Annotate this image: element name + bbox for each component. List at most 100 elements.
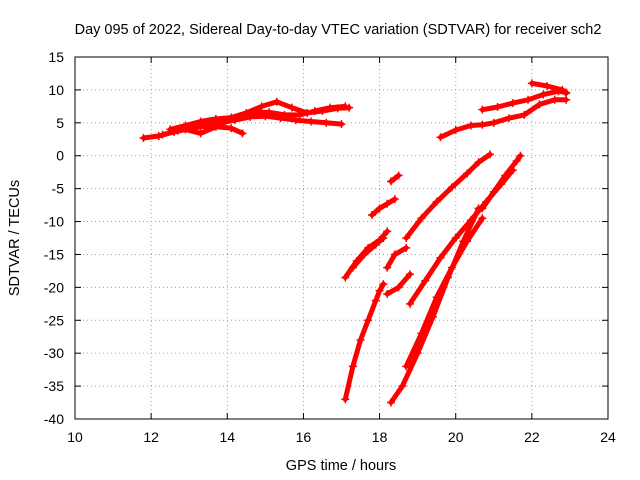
data-point-marker [173, 126, 182, 135]
data-point-marker [402, 362, 411, 371]
data-point-marker [390, 250, 399, 259]
data-point-marker [394, 171, 403, 180]
data-point-marker [272, 97, 281, 106]
data-point-marker [288, 103, 297, 112]
data-point-marker [451, 126, 460, 135]
data-point-marker [326, 103, 335, 112]
data-point-marker [432, 197, 441, 206]
data-point-marker [375, 286, 384, 295]
x-tick-label: 12 [143, 429, 159, 445]
data-point-marker [398, 382, 407, 391]
series-arc-15 [341, 280, 388, 404]
data-point-marker [406, 299, 415, 308]
data-point-marker [489, 118, 498, 127]
data-point-marker [436, 133, 445, 142]
series-arc-11 [348, 234, 388, 272]
data-point-marker [390, 195, 399, 204]
data-point-marker [463, 237, 472, 246]
data-point-marker [524, 95, 533, 104]
data-point-marker [367, 210, 376, 219]
data-point-marker [234, 113, 243, 122]
data-point-marker [348, 263, 357, 272]
data-point-marker [379, 234, 388, 242]
data-point-marker [497, 180, 506, 189]
data-point-marker [520, 110, 529, 119]
data-point-marker [466, 216, 475, 225]
data-point-marker [356, 336, 365, 345]
series-arc-8 [367, 195, 399, 219]
series-arc-17 [402, 214, 487, 371]
data-point-marker [371, 240, 380, 249]
series-arc-19 [406, 166, 517, 308]
data-point-marker [383, 263, 392, 272]
series-trace [350, 235, 386, 271]
x-tick-label: 20 [448, 429, 464, 445]
series-arc-13 [383, 270, 415, 298]
y-tick-label: -35 [44, 378, 64, 394]
x-tick-label: 10 [67, 429, 83, 445]
data-point-marker [417, 214, 426, 223]
series-arc-7 [527, 79, 571, 98]
data-point-marker [508, 99, 517, 108]
data-point-marker [493, 103, 502, 112]
data-point-marker [451, 234, 460, 242]
data-point-marker [196, 117, 205, 126]
data-point-marker [227, 124, 236, 133]
data-point-marker [485, 150, 494, 159]
y-tick-label: -5 [52, 181, 65, 197]
data-point-marker [406, 270, 415, 279]
y-tick-label: -40 [44, 411, 64, 427]
data-point-marker [383, 289, 392, 298]
series-arc-14 [402, 150, 494, 242]
data-point-marker [436, 253, 445, 262]
axis-ticks [74, 56, 609, 420]
data-point-marker [432, 293, 441, 302]
data-point-marker [322, 118, 331, 127]
data-point-marker [196, 129, 205, 138]
series-trace [403, 215, 485, 369]
y-tick-label: -20 [44, 279, 64, 295]
data-point-marker [466, 121, 475, 130]
data-point-marker [265, 108, 274, 117]
series-arc-9 [386, 171, 403, 186]
data-point-marker [383, 227, 392, 236]
data-point-marker [295, 110, 304, 119]
data-point-marker [402, 234, 411, 242]
x-tick-label: 24 [600, 429, 616, 445]
y-tick-label: -30 [44, 345, 64, 361]
y-tick-label: -25 [44, 312, 64, 328]
data-point-marker [402, 243, 411, 252]
data-point-marker [341, 102, 350, 111]
data-point-marker [249, 108, 258, 117]
data-point-marker [508, 166, 517, 175]
data-point-marker [512, 156, 521, 165]
data-point-marker [238, 129, 247, 138]
data-point-marker [379, 280, 388, 289]
data-point-marker [478, 120, 487, 129]
data-point-marker [211, 114, 220, 123]
data-point-marker [337, 120, 346, 129]
plot-frame [74, 56, 609, 420]
data-point-marker [383, 199, 392, 208]
data-point-marker [375, 204, 384, 213]
data-point-marker [291, 116, 300, 125]
data-point-marker [348, 362, 357, 371]
data-point-marker [386, 177, 395, 186]
series-arc-3 [158, 102, 350, 139]
data-point-marker [360, 250, 369, 259]
data-point-marker [386, 398, 395, 407]
y-axis-label: SDTVAR / TECUs [7, 180, 23, 296]
x-tick-label: 22 [524, 429, 540, 445]
data-point-marker [505, 114, 514, 123]
y-tick-label: 0 [56, 148, 64, 164]
series-arc-5 [436, 95, 571, 142]
y-tick-label: 5 [56, 115, 64, 131]
y-tick-label: 15 [48, 49, 64, 65]
data-point-marker [527, 79, 536, 88]
data-point-marker [421, 276, 430, 285]
y-tick-label: -15 [44, 246, 64, 262]
data-point-marker [158, 130, 167, 139]
series-trace [438, 97, 569, 140]
data-point-marker [364, 316, 373, 325]
